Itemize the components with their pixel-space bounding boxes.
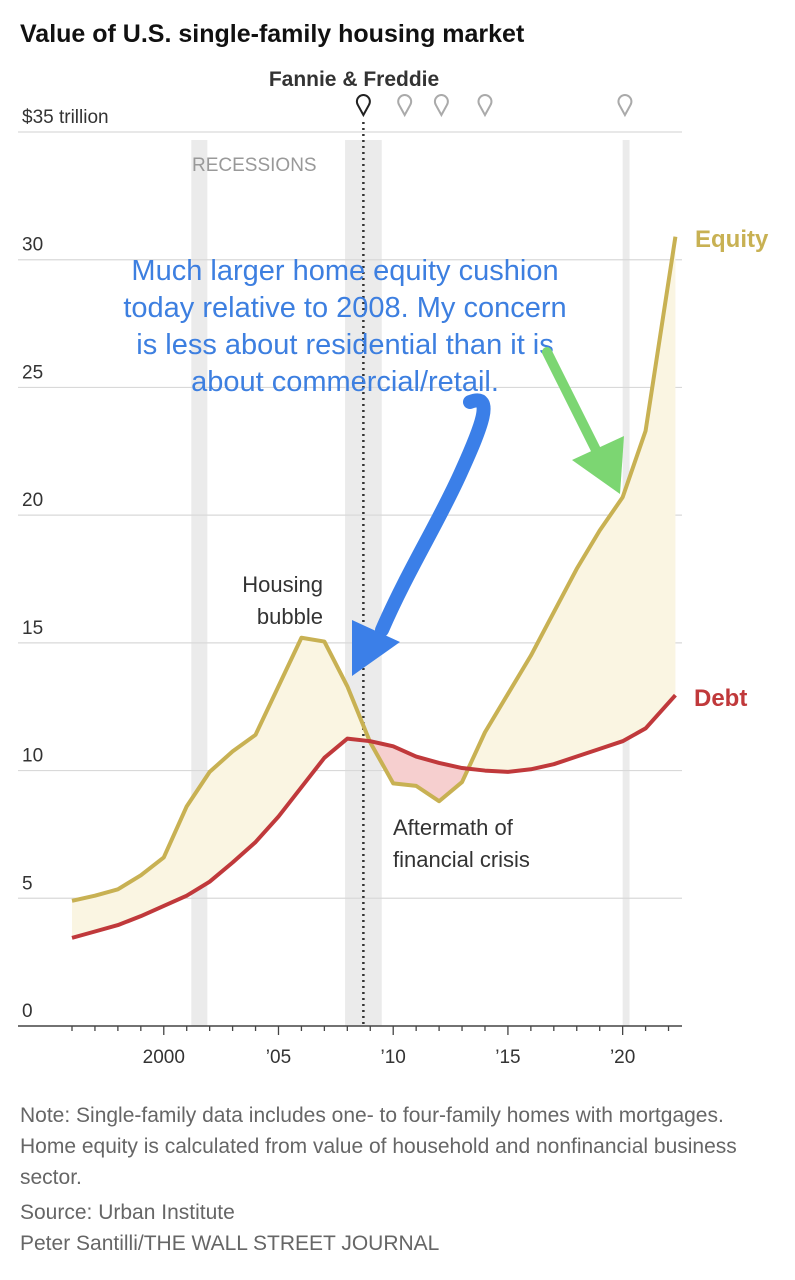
event-pin-icon (397, 94, 413, 118)
fannie-freddie-label: Fannie & Freddie (269, 68, 439, 91)
source-line: Source: Urban Institute (20, 1201, 235, 1224)
footnote: Note: Single-family data includes one- t… (20, 1104, 737, 1189)
debt-line (71, 693, 677, 940)
x-axis: 2000 ’05 ’10 ’15 ’20 (18, 1025, 682, 1068)
negative-equity-fill (370, 741, 468, 802)
aftermath-annotation: financial crisis (393, 847, 530, 872)
equity-series-label: Equity (695, 226, 769, 253)
chart-labels: RECESSIONS 0 5 10 15 20 25 30 $35 trillion Fannie… (22, 68, 769, 1022)
x-tick-label: ’10 (381, 1047, 406, 1068)
y-tick-label: 25 (22, 362, 43, 383)
overlay-note-text: is less about residential than it is (136, 329, 554, 361)
x-tick-label: ’15 (495, 1047, 520, 1068)
chart-canvas: 2000 ’05 ’10 ’15 ’20 RECESSIONS 0 5 10 15 20 25 30 $… (18, 68, 769, 1068)
y-tick-label: 5 (22, 873, 33, 894)
x-tick-label: ’20 (610, 1047, 635, 1068)
debt-series-label: Debt (694, 685, 747, 712)
chart-title: Value of U.S. single-family housing mark… (20, 20, 525, 48)
green-arrow (542, 347, 608, 469)
event-pin-icon (433, 94, 449, 118)
blue-arrowhead (352, 620, 400, 676)
event-pin-icon (355, 94, 371, 118)
recessions-label: RECESSIONS (192, 155, 317, 176)
y-tick-label: 10 (22, 746, 43, 767)
overlay-note-text: today relative to 2008. My concern (123, 292, 566, 324)
y-tick-label: 30 (22, 235, 43, 256)
overlay-note-text: Much larger home equity cushion (131, 255, 558, 287)
chart-footer: Note: Single-family data includes one- t… (20, 1100, 780, 1259)
y-tick-label: $35 trillion (22, 107, 109, 128)
gridlines (18, 131, 682, 899)
series-lines (71, 236, 678, 940)
green-arrowhead (572, 436, 624, 494)
credit-line: Peter Santilli/THE WALL STREET JOURNAL (20, 1232, 440, 1255)
event-pin-icon (477, 94, 493, 118)
annotation-arrows (352, 347, 624, 676)
x-tick-label: ’05 (266, 1047, 291, 1068)
overlay-note-text: about commercial/retail. (191, 366, 499, 398)
aftermath-annotation: Aftermath of (393, 815, 514, 840)
y-tick-label: 15 (22, 618, 43, 639)
blue-arrow (375, 393, 491, 637)
event-pin-icon (617, 94, 633, 118)
x-tick-label: 2000 (143, 1047, 185, 1068)
y-tick-label: 0 (22, 1001, 33, 1022)
y-tick-label: 20 (22, 490, 43, 511)
housing-bubble-annotation: bubble (257, 604, 323, 629)
housing-bubble-annotation: Housing (242, 572, 323, 597)
